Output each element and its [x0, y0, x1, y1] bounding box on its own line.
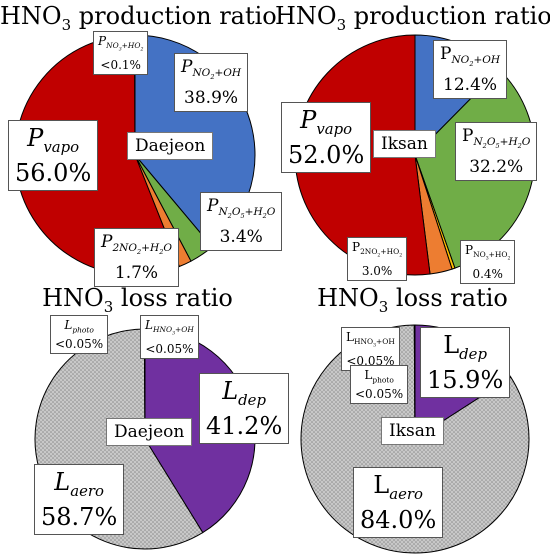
chart-title: HNO3 production ratio — [0, 2, 277, 34]
site-label: Iksan — [373, 130, 436, 158]
pie-panel-iksan-production: HNO3 production ratio PNO2+OH 12.4% Pvap… — [275, 0, 550, 284]
site-label: Daejeon — [127, 132, 214, 160]
slice-label-l-hno3-oh: LHNO3+OH <0.05% — [140, 315, 199, 359]
slice-label-p-2no2-h2o: P2NO2+H2O 1.7% — [94, 228, 179, 287]
pie-panel-iksan-loss: HNO3 loss ratio LHNO3+OH <0.05% Ldep 15.… — [275, 277, 550, 554]
chart-title: HNO3 loss ratio — [317, 284, 508, 316]
slice-label-p-no2-oh: PNO2+OH 12.4% — [433, 40, 508, 99]
slice-label-l-hno3-oh: LHNO3+OH <0.05% — [341, 327, 400, 371]
chart-title: HNO3 loss ratio — [42, 284, 233, 316]
slice-label-p-no2-oh: PNO2+OH 38.9% — [174, 53, 249, 112]
slice-label-l-aero: Laero 84.0% — [353, 467, 444, 538]
slice-label-p-vapo: Pvapo 52.0% — [281, 102, 372, 173]
chart-title: HNO3 production ratio — [275, 2, 550, 34]
site-label: Iksan — [381, 417, 444, 445]
slice-label-p-no3-ho2: PNO3+HO2 0.4% — [460, 240, 516, 284]
slice-label-p-vapo: Pvapo 56.0% — [8, 120, 99, 191]
slice-label-p-no3-ho2: PNO3+HO2 <0.1% — [93, 31, 149, 75]
slice-label-p-2no2-ho2: P2NO2+HO2 3.0% — [347, 237, 408, 281]
site-label: Daejeon — [106, 418, 193, 446]
slice-label-l-aero: Laero 58.7% — [34, 464, 125, 535]
slice-label-p-n2o5-h2o: PN2O5+H2O 3.4% — [200, 192, 283, 251]
pie-panel-daejeon-production: HNO3 production ratio PNO3+HO2 <0.1% PNO… — [0, 0, 283, 287]
slice-label-l-dep: Ldep 15.9% — [420, 327, 511, 398]
slice-label-p-n2o5-h2o: PN2O5+H2O 32.2% — [455, 122, 538, 181]
slice-label-l-dep: Ldep 41.2% — [199, 373, 290, 444]
slice-label-l-photo: Lphoto <0.05% — [50, 315, 109, 355]
slice-label-l-photo: Lphoto <0.05% — [350, 365, 409, 405]
pie-panel-daejeon-loss: HNO3 loss ratio Lphoto <0.05% LHNO3+OH <… — [0, 277, 290, 554]
